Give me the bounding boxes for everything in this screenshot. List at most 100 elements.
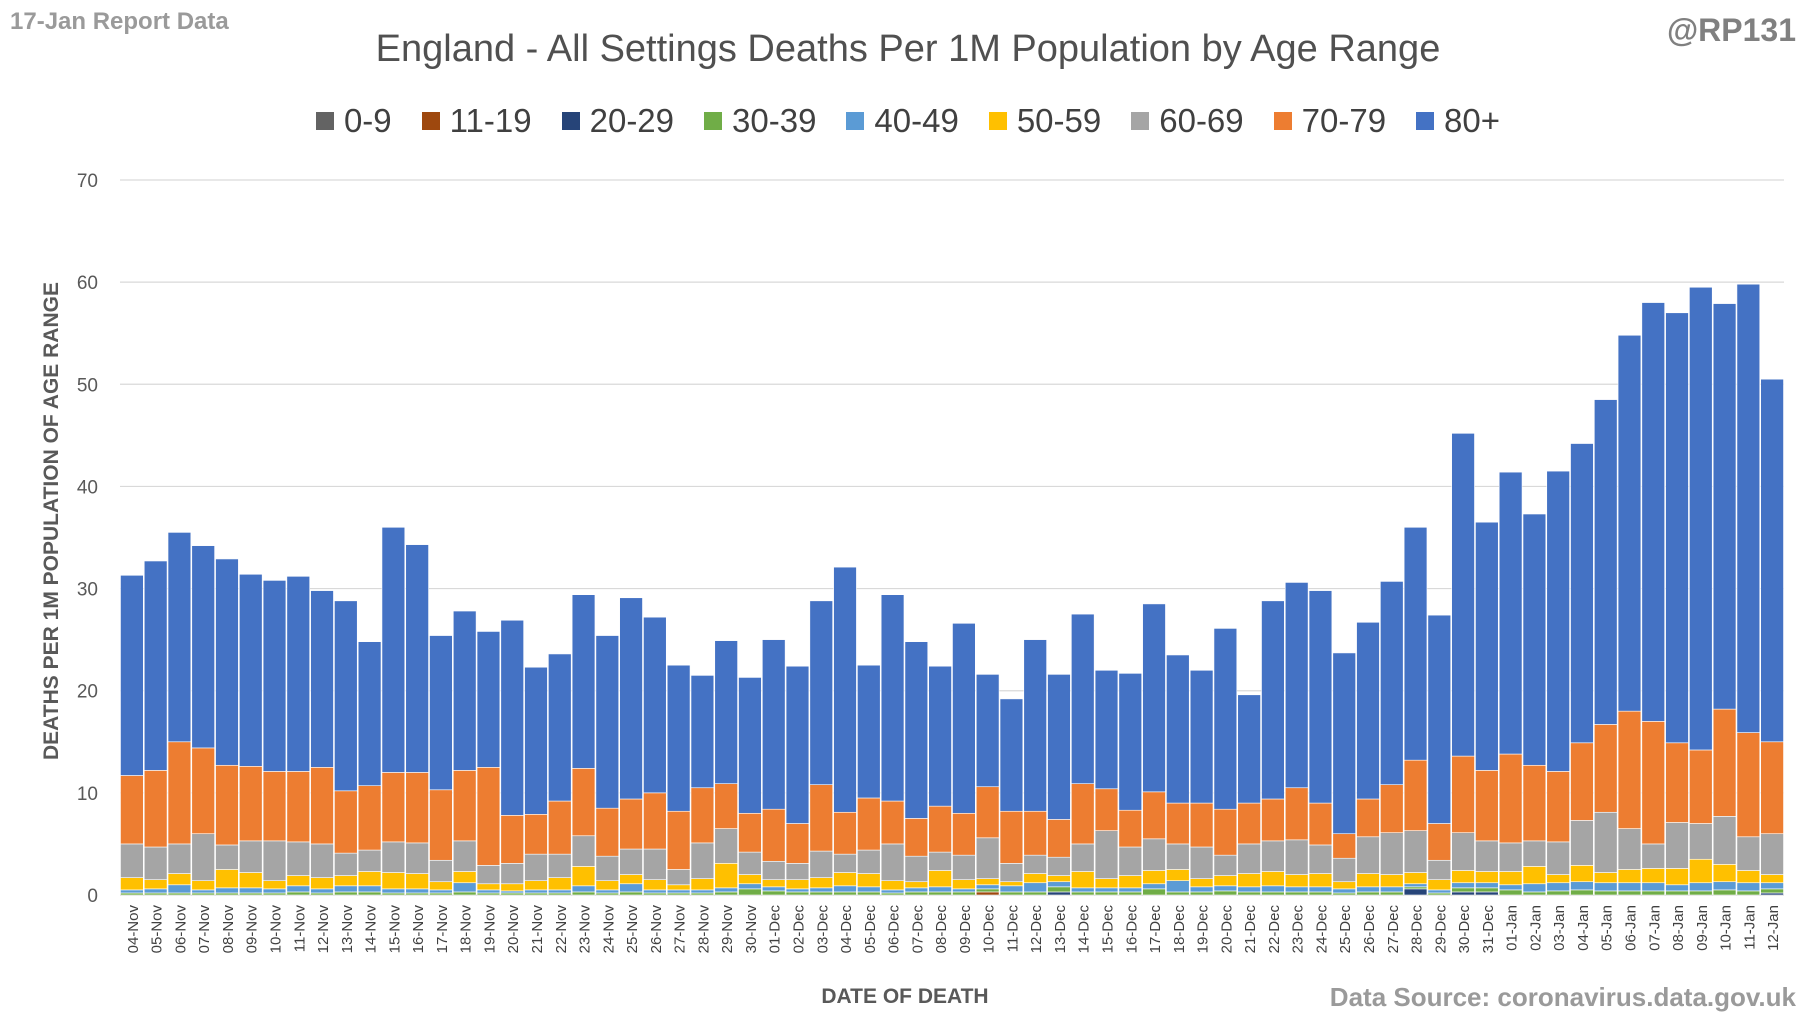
bar-segment — [904, 881, 929, 889]
bar-segment — [524, 853, 548, 882]
legend-swatch — [704, 112, 723, 130]
bar-segment — [191, 880, 215, 891]
x-tick-label: 05-Nov — [149, 905, 166, 954]
bar-segment — [381, 892, 406, 896]
bar-segment — [857, 797, 881, 851]
bar-segment — [833, 566, 857, 813]
bar-segment — [999, 698, 1024, 812]
bar-segment — [524, 666, 548, 815]
bar-segment — [429, 859, 453, 883]
bar-segment — [167, 741, 192, 845]
x-tick-label: 13-Nov — [339, 905, 356, 954]
bar-segment — [1760, 378, 1784, 743]
bar-segment — [880, 843, 905, 882]
bar-segment — [1047, 881, 1071, 888]
bar-segment — [286, 576, 310, 772]
bar-segment — [1071, 871, 1095, 889]
bar-segment — [1094, 830, 1119, 879]
bar-segment — [357, 785, 382, 851]
bar-segment — [1023, 854, 1047, 874]
bar-segment — [595, 807, 620, 857]
x-tick-label: 29-Nov — [719, 905, 736, 954]
bar-segment — [452, 840, 477, 872]
bar-segment — [738, 851, 762, 875]
bar-segment — [738, 888, 762, 896]
x-tick-label: 04-Jan — [1575, 905, 1592, 951]
bar-segment — [191, 545, 215, 749]
bar-segment — [548, 889, 572, 894]
bar-segment — [1498, 471, 1523, 755]
x-tick-label: 24-Nov — [600, 905, 617, 954]
bar-segment — [143, 888, 168, 894]
bar-segment — [143, 770, 168, 848]
bar-segment — [452, 891, 477, 896]
x-tick-label: 23-Dec — [1290, 905, 1307, 954]
bar-segment — [690, 675, 715, 789]
bar-segment — [833, 853, 857, 873]
bar-segment — [1522, 891, 1547, 896]
x-tick-label: 08-Nov — [220, 905, 237, 954]
bar-segment — [1689, 890, 1713, 896]
legend-label: 40-49 — [874, 102, 959, 139]
bar-segment — [120, 877, 144, 891]
bar-segment — [643, 879, 667, 891]
bar-segment — [1570, 865, 1594, 883]
bar-segment — [1166, 869, 1190, 882]
x-tick-label: 29-Dec — [1432, 905, 1449, 954]
bar-segment — [286, 885, 310, 893]
x-tick-label: 28-Dec — [1409, 905, 1426, 954]
bar-segment — [548, 800, 572, 855]
bar-segment — [1047, 856, 1071, 876]
bar-segment — [833, 811, 857, 855]
x-tick-label: 10-Nov — [268, 905, 285, 954]
bar-segment — [619, 891, 643, 896]
bar-segment — [476, 631, 501, 768]
x-tick-label: 18-Nov — [458, 905, 475, 954]
bar-segment — [500, 863, 524, 885]
bar-segment — [1546, 890, 1570, 896]
bar-segment — [952, 888, 976, 893]
legend-item: 40-49 — [846, 102, 959, 140]
bar-segment — [1332, 833, 1356, 859]
data-source-label: Data Source: coronavirus.data.gov.uk — [1329, 982, 1796, 1012]
x-tick-label: 11-Jan — [1741, 905, 1758, 950]
bar-segment — [595, 855, 620, 882]
x-tick-label: 26-Nov — [648, 905, 665, 954]
bar-segment — [690, 889, 715, 894]
bar-segment — [452, 770, 477, 842]
bar-segment — [548, 653, 572, 802]
bar-segment — [1451, 882, 1475, 889]
bar-segment — [1189, 669, 1214, 804]
bar-segment — [785, 888, 810, 893]
bar-segment — [1689, 749, 1713, 824]
bar-segment — [1356, 798, 1380, 838]
x-tick-label: 08-Jan — [1670, 905, 1687, 951]
bar-segment — [1118, 673, 1142, 811]
bar-segment — [357, 891, 382, 896]
bar-segment — [904, 891, 929, 896]
x-tick-label: 09-Dec — [957, 905, 974, 954]
bar-segment — [975, 786, 1000, 839]
bar-segment — [357, 641, 382, 787]
bar-segment — [310, 843, 334, 878]
bar-segment — [405, 772, 429, 844]
x-tick-label: 01-Dec — [767, 905, 784, 954]
bar-segment — [1308, 891, 1333, 896]
bar-segment — [191, 747, 215, 835]
bar-segment — [619, 798, 643, 850]
bar-segment — [1380, 886, 1404, 893]
bar-segment — [1094, 878, 1119, 889]
bar-segment — [1522, 764, 1547, 842]
bar-segment — [809, 784, 833, 852]
x-tick-label: 13-Dec — [1052, 905, 1069, 954]
bar-segment — [1166, 843, 1190, 870]
y-tick-label: 20 — [77, 682, 98, 703]
x-tick-label: 03-Dec — [814, 905, 831, 954]
bar-segment — [1712, 816, 1737, 865]
legend-item: 30-39 — [704, 102, 816, 140]
bar-segment — [1641, 882, 1665, 892]
bar-segment — [643, 792, 667, 850]
bar-segment — [191, 833, 215, 882]
bar-segment — [1213, 885, 1238, 892]
bar-segment — [1142, 888, 1166, 896]
